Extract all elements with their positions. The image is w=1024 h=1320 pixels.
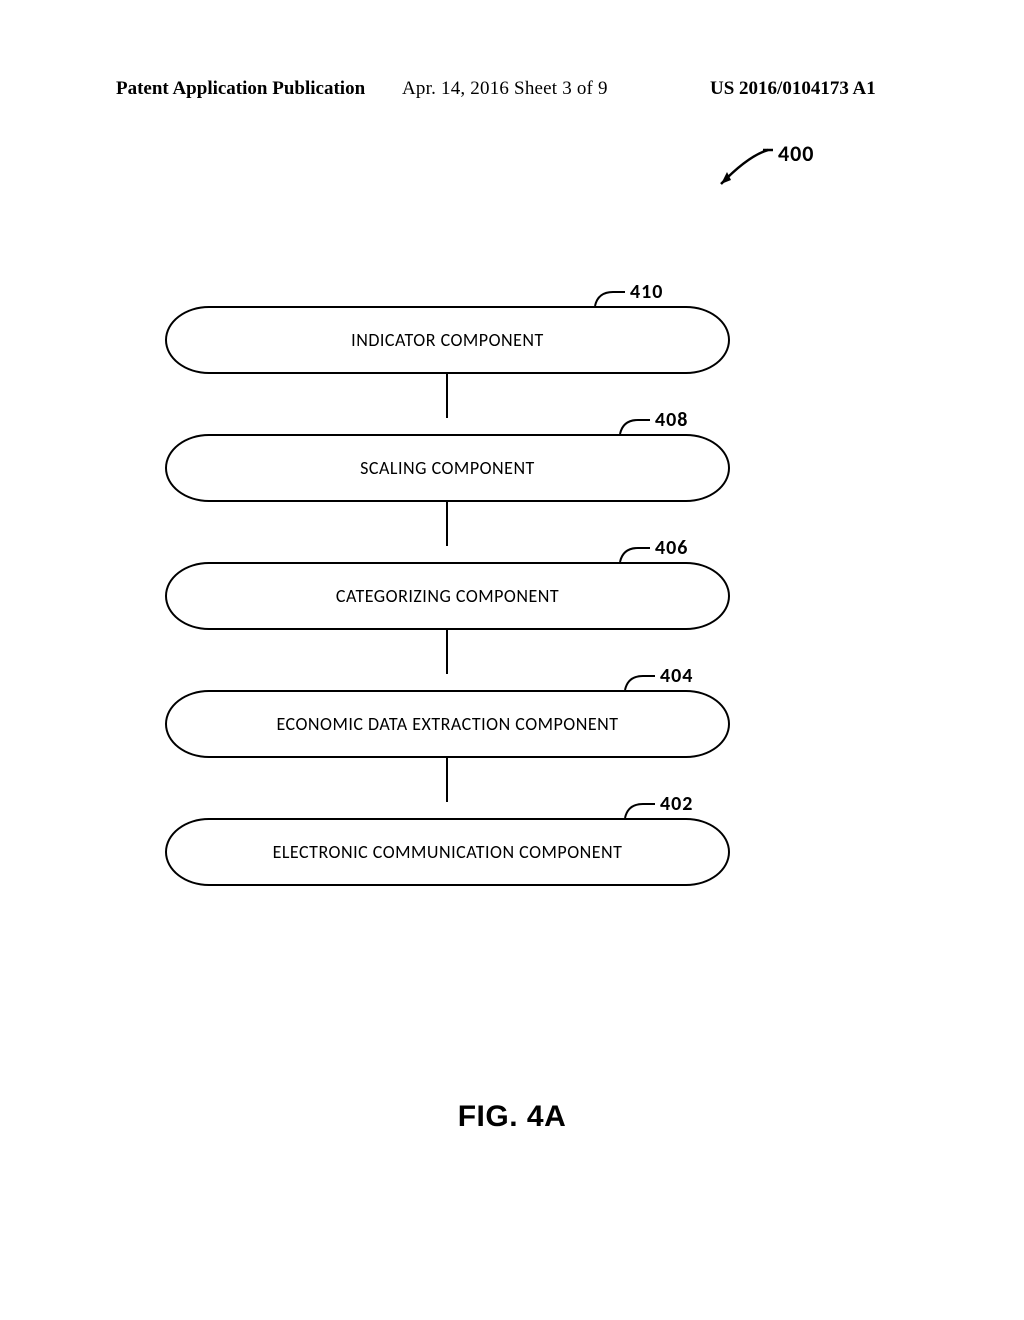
lead-line: 410 xyxy=(165,290,730,306)
lead-curve-icon xyxy=(165,418,730,434)
component-label: SCALING COMPONENT xyxy=(360,457,535,479)
component-box: ELECTRONIC COMMUNICATION COMPONENT xyxy=(165,818,730,886)
component-label: ECONOMIC DATA EXTRACTION COMPONENT xyxy=(276,713,618,735)
lead-line: 402 xyxy=(165,802,730,818)
component-box: ECONOMIC DATA EXTRACTION COMPONENT xyxy=(165,690,730,758)
date-sheet-label: Apr. 14, 2016 Sheet 3 of 9 xyxy=(402,78,608,100)
page: Patent Application Publication Apr. 14, … xyxy=(0,0,1024,1320)
component-ref: 410 xyxy=(630,280,663,304)
lead-curve-icon xyxy=(165,546,730,562)
figure-reference-number: 400 xyxy=(778,140,814,167)
connector-line xyxy=(446,630,448,674)
component-label: CATEGORIZING COMPONENT xyxy=(336,585,559,607)
component-box: INDICATOR COMPONENT xyxy=(165,306,730,374)
lead-line: 404 xyxy=(165,674,730,690)
publication-number: US 2016/0104173 A1 xyxy=(710,78,876,100)
connector-line xyxy=(446,374,448,418)
lead-line: 408 xyxy=(165,418,730,434)
component-ref: 408 xyxy=(655,408,688,432)
lead-curve-icon xyxy=(165,802,730,818)
component-label: ELECTRONIC COMMUNICATION COMPONENT xyxy=(273,841,623,863)
component-stack: 410 INDICATOR COMPONENT 408 SCALING COMP… xyxy=(165,290,730,886)
component-box: SCALING COMPONENT xyxy=(165,434,730,502)
lead-line: 406 xyxy=(165,546,730,562)
lead-curve-icon xyxy=(165,674,730,690)
publication-label: Patent Application Publication xyxy=(116,78,365,100)
figure-title: FIG. 4A xyxy=(0,1100,1024,1134)
reference-arrow-icon xyxy=(713,148,773,198)
connector-line xyxy=(446,758,448,802)
component-box: CATEGORIZING COMPONENT xyxy=(165,562,730,630)
component-label: INDICATOR COMPONENT xyxy=(351,329,544,351)
component-ref: 402 xyxy=(660,792,693,816)
component-ref: 406 xyxy=(655,536,688,560)
component-ref: 404 xyxy=(660,664,693,688)
connector-line xyxy=(446,502,448,546)
